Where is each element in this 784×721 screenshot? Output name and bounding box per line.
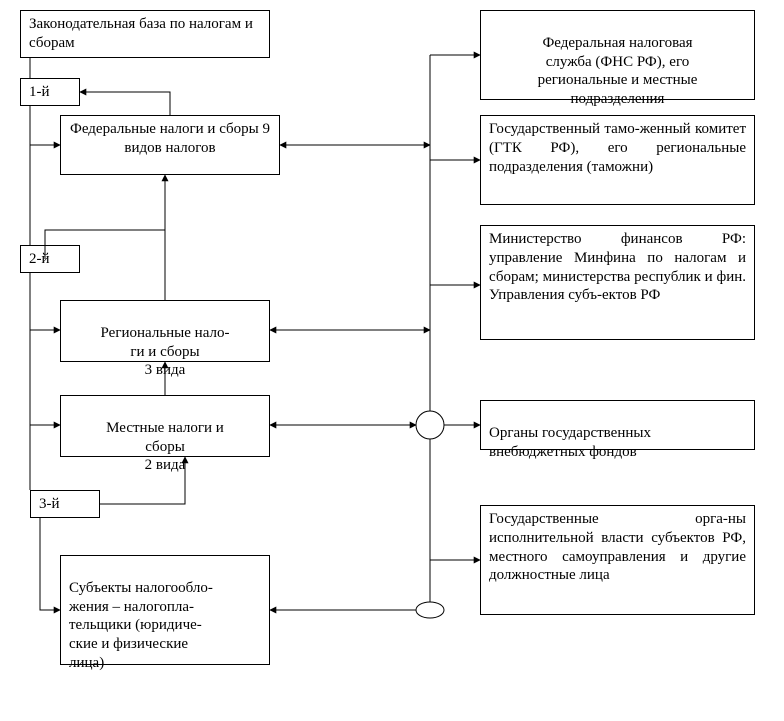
edge-lvl3-join	[100, 490, 185, 504]
level-2-label: 2-й	[29, 251, 50, 267]
box-gtk: Государственный тамо-женный комитет (ГТК…	[480, 115, 755, 205]
level-3-label: 3-й	[39, 496, 60, 512]
box-subjects: Субъекты налогообло- жения – налогопла- …	[60, 555, 270, 665]
box-federal-taxes: Федеральные налоги и сборы 9 видов налог…	[60, 115, 280, 175]
diagram-canvas: Законодательная база по налогам и сборам…	[0, 0, 784, 721]
box-minfin: Министерство финансов РФ: управление Мин…	[480, 225, 755, 340]
junction-node	[416, 602, 444, 618]
regional-taxes-text: Региональные нало- ги и сборы 3 вида	[101, 325, 230, 379]
box-exec: Государственные орга-ны исполнительной в…	[480, 505, 755, 615]
minfin-text: Министерство финансов РФ: управление Мин…	[489, 231, 746, 303]
local-taxes-text: Местные налоги и сборы 2 вида	[106, 420, 224, 474]
junction-node	[416, 411, 444, 439]
box-level-1: 1-й	[20, 78, 80, 106]
box-regional-taxes: Региональные нало- ги и сборы 3 вида	[60, 300, 270, 362]
gtk-text: Государственный тамо-женный комитет (ГТК…	[489, 121, 746, 175]
fns-text: Федеральная налоговая служба (ФНС РФ), е…	[538, 35, 698, 107]
exec-text: Государственные орга-ны исполнительной в…	[489, 511, 746, 583]
level-1-label: 1-й	[29, 84, 50, 100]
box-title: Законодательная база по налогам и сборам	[20, 10, 270, 58]
box-fns: Федеральная налоговая служба (ФНС РФ), е…	[480, 10, 755, 100]
edge-fed-up-lvl1	[80, 92, 170, 115]
box-level-3: 3-й	[30, 490, 100, 518]
funds-text: Органы государственных внебюджетных фонд…	[489, 425, 651, 460]
box-level-2: 2-й	[20, 245, 80, 273]
federal-taxes-text: Федеральные налоги и сборы 9 видов налог…	[70, 121, 270, 156]
subjects-text: Субъекты налогообло- жения – налогопла- …	[69, 580, 213, 671]
box-local-taxes: Местные налоги и сборы 2 вида	[60, 395, 270, 457]
title-text: Законодательная база по налогам и сборам	[29, 16, 253, 51]
box-funds: Органы государственных внебюджетных фонд…	[480, 400, 755, 450]
edge-spine-3	[40, 518, 60, 610]
